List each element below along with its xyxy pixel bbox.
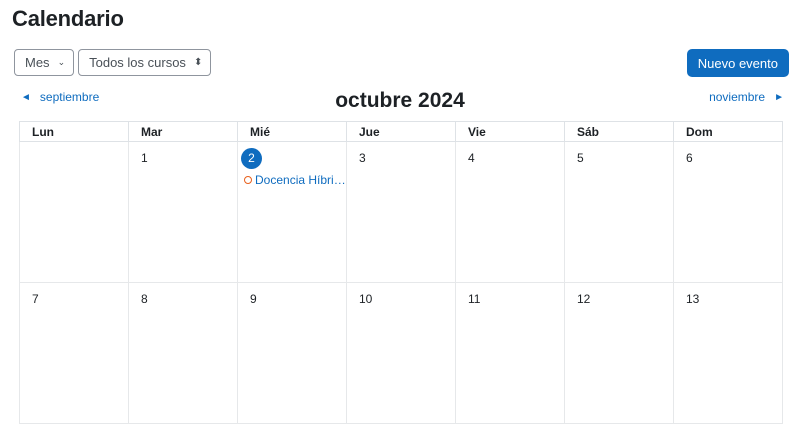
view-select-value: Mes — [25, 55, 50, 70]
week-row: 7 8 9 10 11 12 13 — [19, 282, 783, 424]
day-cell[interactable]: 12 — [564, 282, 674, 424]
prev-month-link[interactable]: ◄ septiembre — [21, 90, 99, 104]
day-number: 8 — [141, 292, 148, 306]
view-select[interactable]: Mes ⌄ — [14, 49, 75, 76]
day-cell[interactable]: 1 — [128, 141, 238, 283]
weekday-header: Dom — [673, 121, 783, 142]
today-day-number[interactable]: 2 — [241, 148, 262, 169]
day-number: 10 — [359, 292, 373, 306]
day-cell-empty — [19, 141, 129, 283]
day-number: 6 — [686, 151, 693, 165]
day-cell[interactable]: 4 — [455, 141, 565, 283]
day-number: 3 — [359, 151, 366, 165]
course-select-value: Todos los cursos — [89, 55, 186, 70]
current-month-title: octubre 2024 — [335, 89, 465, 112]
calendar-event[interactable]: Docencia Híbri… — [244, 173, 346, 187]
day-number: 9 — [250, 292, 257, 306]
next-month-label: noviembre — [709, 90, 766, 104]
day-number: 13 — [686, 292, 700, 306]
sort-icon: ⬍ — [193, 56, 203, 68]
day-cell[interactable]: 10 — [346, 282, 456, 424]
day-number: 5 — [577, 151, 584, 165]
chevron-down-icon: ⌄ — [57, 57, 66, 67]
weekday-header: Jue — [346, 121, 456, 142]
day-number: 11 — [468, 292, 481, 306]
month-calendar: Lun Mar Mié Jue Vie Sáb Dom 1 2 Docencia… — [19, 121, 783, 424]
next-month-link[interactable]: noviembre ► — [709, 90, 784, 104]
day-cell[interactable]: 13 — [673, 282, 783, 424]
course-select[interactable]: Todos los cursos ⬍ — [78, 49, 212, 76]
prev-month-label: septiembre — [39, 90, 100, 104]
day-cell[interactable]: 11 — [455, 282, 565, 424]
weekday-header-row: Lun Mar Mié Jue Vie Sáb Dom — [19, 121, 783, 142]
calendar-controls: Mes ⌄ Todos los cursos ⬍ — [14, 49, 212, 76]
weekday-header: Lun — [19, 121, 129, 142]
day-cell[interactable]: 5 — [564, 141, 674, 283]
day-cell[interactable]: 9 — [237, 282, 347, 424]
arrow-left-icon: ◄ — [21, 91, 31, 103]
day-cell-today[interactable]: 2 Docencia Híbri… — [237, 141, 347, 283]
day-number: 12 — [577, 292, 591, 306]
day-cell[interactable]: 7 — [19, 282, 129, 424]
week-row: 1 2 Docencia Híbri… 3 4 5 6 — [19, 141, 783, 283]
day-number: 7 — [32, 292, 39, 306]
day-cell[interactable]: 8 — [128, 282, 238, 424]
course-event-icon — [244, 176, 252, 184]
day-number: 4 — [468, 151, 475, 165]
arrow-right-icon: ► — [774, 91, 784, 103]
event-title: Docencia Híbri… — [255, 173, 346, 187]
day-cell[interactable]: 6 — [673, 141, 783, 283]
day-cell[interactable]: 3 — [346, 141, 456, 283]
weekday-header: Mar — [128, 121, 238, 142]
day-number: 1 — [141, 151, 148, 165]
page-title: Calendario — [12, 6, 124, 31]
new-event-button[interactable]: Nuevo evento — [686, 49, 789, 77]
weekday-header: Vie — [455, 121, 565, 142]
weekday-header: Sáb — [564, 121, 674, 142]
weekday-header: Mié — [237, 121, 347, 142]
